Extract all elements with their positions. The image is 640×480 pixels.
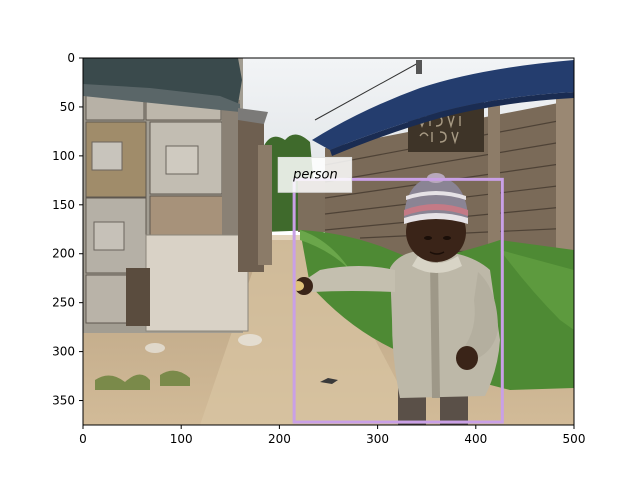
child xyxy=(292,173,500,425)
x-tick-label: 500 xyxy=(563,432,586,446)
x-tick-label: 400 xyxy=(464,432,487,446)
detection-box xyxy=(292,177,504,424)
y-tick-label: 150 xyxy=(52,198,75,212)
x-tick-label: 0 xyxy=(79,432,87,446)
left-shack xyxy=(83,58,249,333)
detection-label-background xyxy=(277,156,353,193)
y-tick-label: 350 xyxy=(52,394,75,408)
y-tick-label: 200 xyxy=(52,247,75,261)
leaning-slab xyxy=(145,234,249,332)
x-tick-label: 300 xyxy=(366,432,389,446)
y-tick-label: 0 xyxy=(67,51,75,65)
x-tick-label: 200 xyxy=(268,432,291,446)
x-tick-label: 100 xyxy=(170,432,193,446)
y-tick-label: 250 xyxy=(52,296,75,310)
dirt-path xyxy=(200,235,420,425)
detection-label: person xyxy=(292,167,338,182)
axes-frame xyxy=(82,57,575,426)
photo xyxy=(83,58,574,425)
x-axis: 0 100 200 300 400 500 xyxy=(79,425,585,446)
y-axis: 0 50 100 150 200 250 300 350 xyxy=(52,51,83,408)
y-tick-label: 100 xyxy=(52,149,75,163)
y-tick-label: 50 xyxy=(60,100,75,114)
y-tick-label: 300 xyxy=(52,345,75,359)
